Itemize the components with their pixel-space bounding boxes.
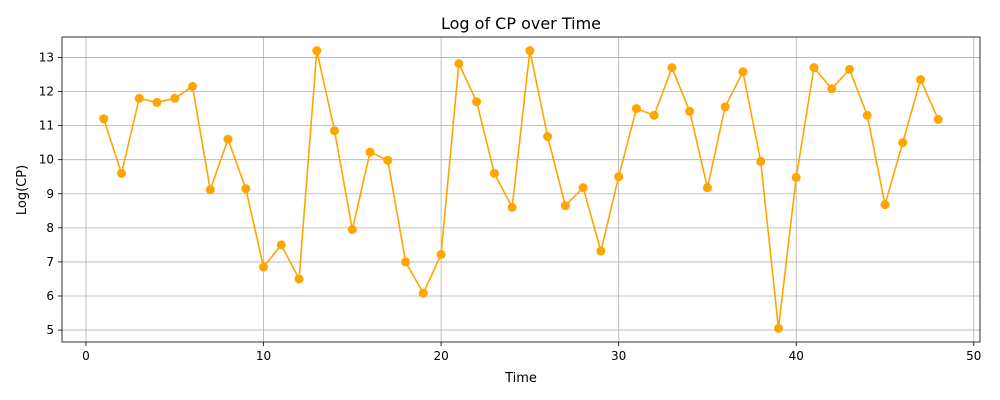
series-cp xyxy=(99,46,943,333)
data-point xyxy=(276,240,286,250)
data-point xyxy=(436,249,446,259)
data-point xyxy=(294,274,304,284)
data-point xyxy=(241,184,251,194)
data-point xyxy=(596,246,606,256)
y-tick-label: 5 xyxy=(46,323,54,337)
data-point xyxy=(933,114,943,124)
y-tick-label: 11 xyxy=(39,119,54,133)
x-tick-label: 30 xyxy=(611,349,626,363)
data-point xyxy=(898,138,908,148)
x-tick-label: 10 xyxy=(256,349,271,363)
data-point xyxy=(152,97,162,107)
data-point xyxy=(134,93,144,103)
x-tick-label: 20 xyxy=(433,349,448,363)
data-point xyxy=(844,64,854,74)
data-point xyxy=(667,63,677,73)
data-point xyxy=(685,106,695,116)
data-point xyxy=(418,288,428,298)
data-point xyxy=(259,262,269,272)
data-point xyxy=(702,183,712,193)
data-point xyxy=(578,183,588,193)
data-point xyxy=(738,67,748,77)
y-tick-label: 12 xyxy=(39,85,54,99)
x-tick-label: 0 xyxy=(82,349,90,363)
data-point xyxy=(401,257,411,267)
data-point xyxy=(205,185,215,195)
y-tick-label: 10 xyxy=(39,153,54,167)
data-point xyxy=(809,63,819,73)
y-tick-label: 9 xyxy=(46,187,54,201)
x-axis-label: Time xyxy=(504,371,537,386)
data-point xyxy=(880,200,890,210)
series-markers xyxy=(99,46,943,333)
data-point xyxy=(383,155,393,165)
x-axis-ticks: 0 10 20 30 40 50 xyxy=(82,342,981,363)
data-point xyxy=(347,225,357,235)
data-point xyxy=(188,81,198,91)
plot-frame xyxy=(61,36,981,343)
data-point xyxy=(330,126,340,136)
data-point xyxy=(720,102,730,112)
data-point xyxy=(614,172,624,182)
y-axis-label: Log(CP) xyxy=(15,165,30,215)
data-point xyxy=(756,156,766,166)
x-tick-label: 50 xyxy=(966,349,981,363)
data-point xyxy=(543,132,553,142)
data-point xyxy=(489,168,499,178)
y-axis-ticks: 5 6 7 8 9 10 11 12 13 xyxy=(39,50,62,337)
data-point xyxy=(649,110,659,120)
data-point xyxy=(312,46,322,56)
chart-title: Log of CP over Time xyxy=(441,14,601,33)
data-point xyxy=(99,114,109,124)
data-point xyxy=(862,110,872,120)
data-point xyxy=(223,134,233,144)
y-tick-label: 13 xyxy=(39,50,54,64)
data-point xyxy=(507,202,517,212)
data-point xyxy=(773,323,783,333)
data-point xyxy=(916,75,926,85)
data-point xyxy=(454,59,464,69)
data-point xyxy=(525,46,535,56)
data-point xyxy=(472,97,482,107)
y-tick-label: 7 xyxy=(46,255,54,269)
data-point xyxy=(827,84,837,94)
data-point xyxy=(365,147,375,157)
data-point xyxy=(631,104,641,114)
data-point xyxy=(560,201,570,211)
x-tick-label: 40 xyxy=(789,349,804,363)
gridlines xyxy=(62,37,980,342)
y-tick-label: 6 xyxy=(46,289,54,303)
y-tick-label: 8 xyxy=(46,221,54,235)
data-point xyxy=(170,93,180,103)
data-point xyxy=(116,168,126,178)
data-point xyxy=(791,172,801,182)
series-line xyxy=(102,50,940,329)
